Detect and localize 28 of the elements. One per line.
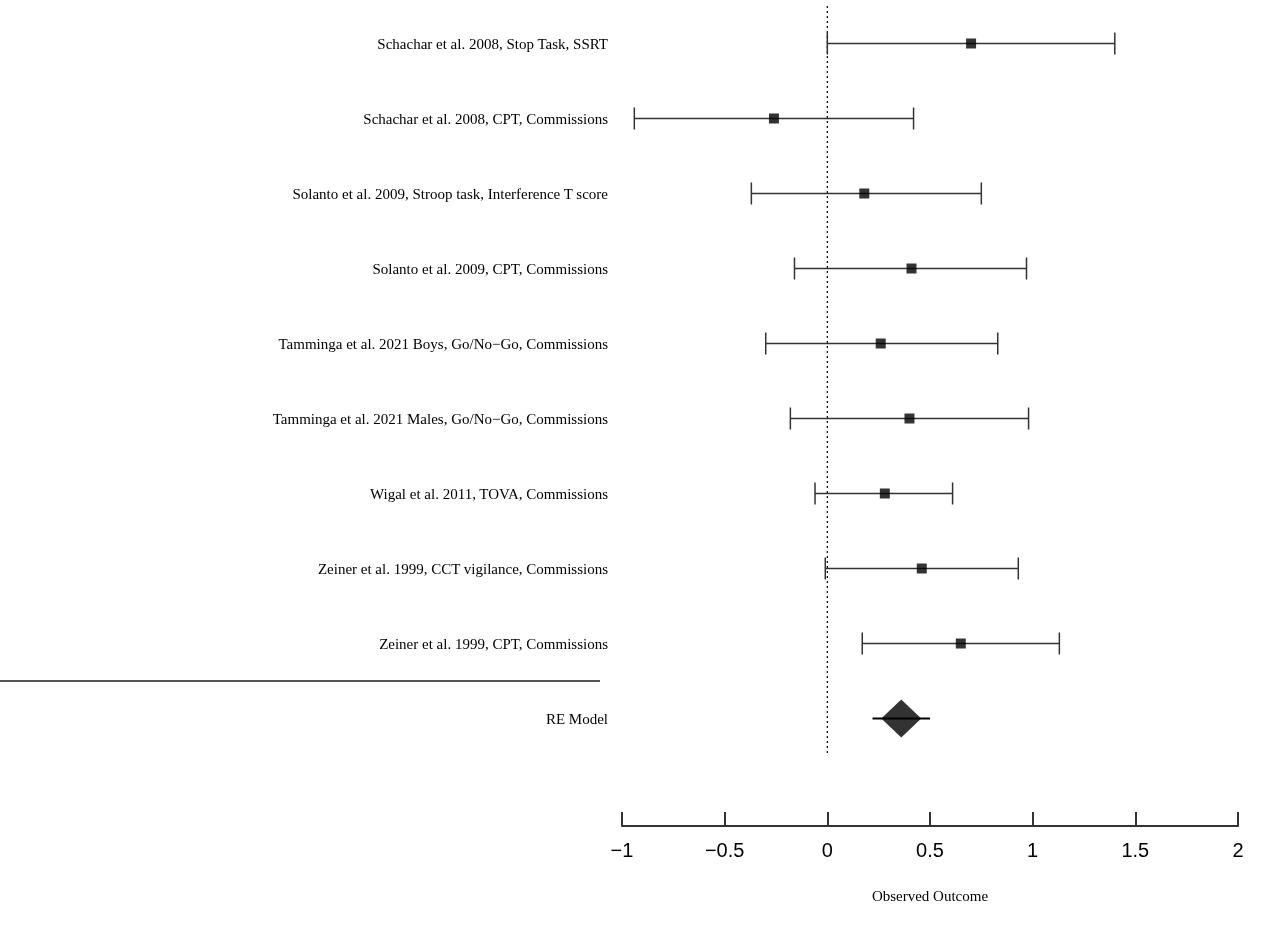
x-tick-label: 1 bbox=[1027, 839, 1039, 861]
point bbox=[916, 563, 927, 574]
y-tick-label: Solanto et al. 2009, Stroop task, Interference T score bbox=[292, 185, 609, 202]
x-tick-label: −1 bbox=[610, 839, 634, 861]
point bbox=[879, 488, 890, 499]
y-tick-label: Zeiner et al. 1999, CPT, Commissions bbox=[379, 635, 609, 652]
y-tick-label: Schachar et al. 2008, CPT, Commissions bbox=[363, 110, 609, 127]
x-tick-label: 0.5 bbox=[916, 839, 944, 861]
x-tick-label: 1.5 bbox=[1121, 839, 1150, 861]
point bbox=[966, 38, 977, 49]
point bbox=[768, 113, 779, 124]
y-tick-label: Solanto et al. 2009, CPT, Commissions bbox=[372, 260, 609, 277]
y-tick-label: Schachar et al. 2008, Stop Task, SSRT bbox=[377, 35, 608, 52]
y-tick-label: Wigal et al. 2011, TOVA, Commissions bbox=[369, 485, 609, 502]
y-tick-label: Zeiner et al. 1999, CCT vigilance, Commissions bbox=[317, 560, 609, 577]
point bbox=[906, 263, 917, 274]
x-tick-label: 0 bbox=[821, 839, 833, 861]
x-axis-title: Observed Outcome bbox=[871, 887, 989, 904]
y-tick-label: Tamminga et al. 2021 Boys, Go/No−Go, Commissions bbox=[278, 335, 609, 352]
point bbox=[904, 413, 915, 424]
point bbox=[859, 188, 870, 199]
x-tick-label: 2 bbox=[1232, 839, 1244, 861]
point bbox=[955, 638, 966, 649]
point bbox=[881, 699, 922, 738]
point bbox=[875, 338, 886, 349]
y-tick-label: RE Model bbox=[545, 710, 608, 727]
x-tick-label: −0.5 bbox=[704, 839, 745, 861]
y-tick-label: Tamminga et al. 2021 Males, Go/No−Go, Commissions bbox=[272, 410, 609, 427]
